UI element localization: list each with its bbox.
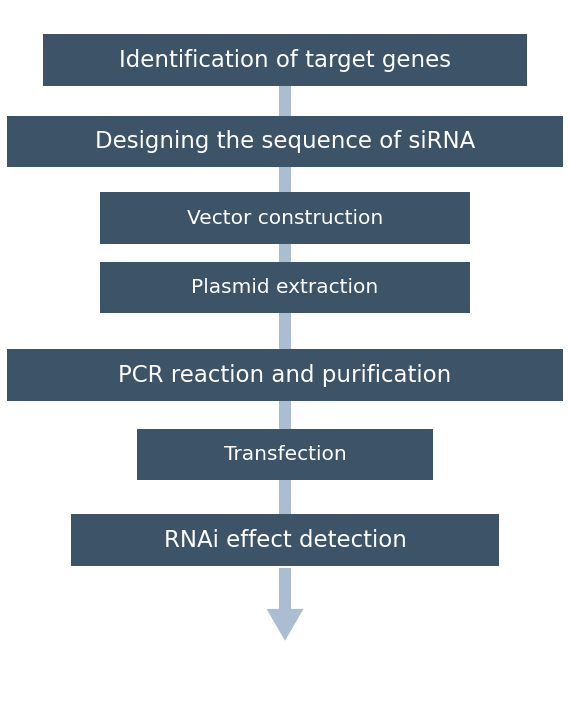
FancyBboxPatch shape xyxy=(71,514,499,566)
FancyBboxPatch shape xyxy=(137,428,433,480)
FancyBboxPatch shape xyxy=(279,401,291,429)
FancyBboxPatch shape xyxy=(43,34,527,86)
FancyBboxPatch shape xyxy=(279,86,291,116)
FancyBboxPatch shape xyxy=(279,168,291,193)
Text: Plasmid extraction: Plasmid extraction xyxy=(192,278,378,297)
Text: PCR reaction and purification: PCR reaction and purification xyxy=(118,364,451,387)
Text: Vector construction: Vector construction xyxy=(187,209,383,227)
FancyBboxPatch shape xyxy=(279,244,291,262)
FancyBboxPatch shape xyxy=(100,262,470,313)
Polygon shape xyxy=(267,609,303,641)
Text: RNAi effect detection: RNAi effect detection xyxy=(164,529,406,552)
FancyBboxPatch shape xyxy=(279,568,291,609)
FancyBboxPatch shape xyxy=(7,116,563,168)
Text: Designing the sequence of siRNA: Designing the sequence of siRNA xyxy=(95,130,475,153)
FancyBboxPatch shape xyxy=(7,350,563,401)
FancyBboxPatch shape xyxy=(279,480,291,514)
FancyBboxPatch shape xyxy=(100,193,470,244)
FancyBboxPatch shape xyxy=(279,313,291,350)
Text: Identification of target genes: Identification of target genes xyxy=(119,49,451,72)
Text: Transfection: Transfection xyxy=(223,445,347,464)
